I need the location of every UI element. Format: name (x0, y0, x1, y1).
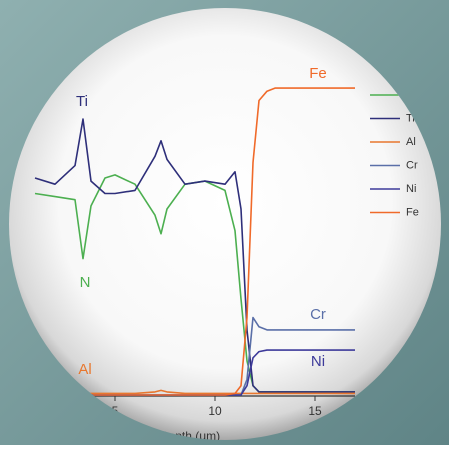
lens (9, 8, 441, 440)
legend-label: Ni (406, 183, 416, 195)
legend-label: Cr (406, 159, 418, 171)
x-tick-label: 10 (208, 404, 222, 418)
curve-label: Fe (309, 65, 327, 82)
x-axis-label: Depth (μm) (160, 429, 220, 443)
curve-label: N (80, 274, 91, 291)
curve-label: Ni (311, 353, 325, 370)
curve-label: Cr (310, 306, 326, 323)
legend-label: Fe (406, 206, 419, 218)
curve-label: Ti (76, 93, 88, 110)
legend-label: Ti (406, 112, 415, 124)
curve-label: Al (78, 361, 91, 378)
series-line (34, 118, 355, 393)
x-tick-label: 15 (308, 404, 322, 418)
legend-label: Al (406, 136, 416, 148)
